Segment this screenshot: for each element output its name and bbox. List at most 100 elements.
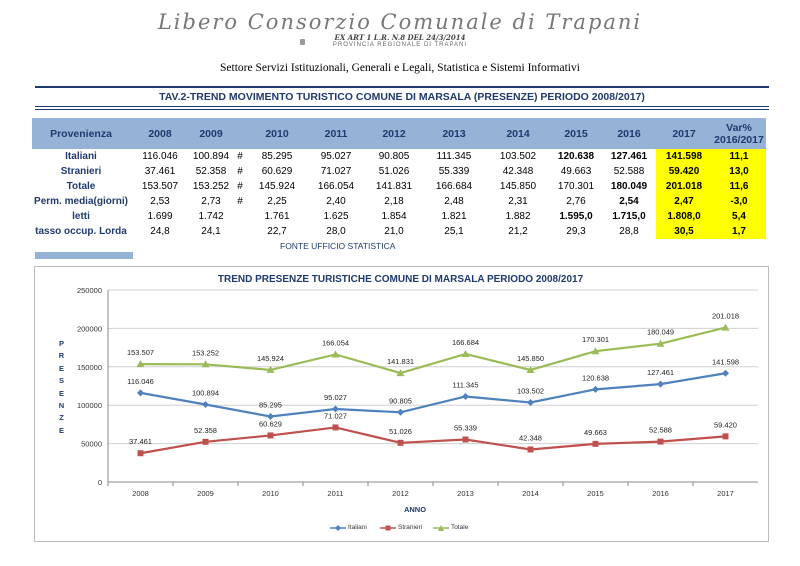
table-cell: 145.924: [258, 181, 296, 192]
table-cell: 5,4: [712, 209, 766, 224]
table-cell: 2,73: [201, 196, 221, 207]
x-tick-label: 2013: [457, 489, 474, 498]
data-label: 60.629: [259, 419, 282, 428]
table-cell: 1.882: [505, 211, 531, 222]
legend-stranieri: Stranieri: [380, 524, 422, 531]
table-cell: 71.027: [320, 166, 352, 177]
table-cell: 1.625: [323, 211, 349, 222]
data-point: [721, 323, 730, 331]
table-title: TAV.2-TREND MOVIMENTO TURISTICO COMUNE D…: [159, 91, 645, 103]
data-point: [657, 380, 664, 388]
table-cell: 127.461: [610, 151, 648, 162]
column-header-var: Var% 2016/2017: [712, 118, 766, 149]
table-header-row: Provenienza 2008 2009 2010 2011 2012 201…: [32, 118, 766, 149]
data-label: 95.027: [324, 393, 347, 402]
column-header: [232, 118, 248, 149]
title-rule-2: [35, 109, 769, 110]
table-cell: 116.046: [142, 151, 178, 162]
fonte-note: FONTE UFFICIO STATISTICA: [280, 241, 396, 251]
table-row-letti: letti 1.699 1.742 1.761 1.625 1.854 1.821 1.882…: [32, 209, 766, 224]
column-header: 2013: [422, 118, 486, 149]
table-cell: 180.049: [610, 181, 648, 192]
table-cell: 21,0: [384, 226, 404, 237]
data-label: 153.252: [192, 348, 219, 357]
table-cell: 1.821: [441, 211, 467, 222]
data-point: [332, 424, 339, 431]
data-point: [592, 385, 599, 393]
table-cell: 2,76: [566, 196, 586, 207]
legend-italiani: Italiani: [330, 524, 367, 531]
table-cell: 2,40: [326, 196, 346, 207]
table-cell: 24,8: [150, 226, 170, 237]
data-label: 170.301: [582, 335, 609, 344]
row-label: letti: [72, 211, 90, 222]
legend-italiani-icon: [330, 524, 346, 531]
row-label: Totale: [66, 181, 96, 192]
table-cell: 2,31: [508, 196, 528, 207]
row-label: Stranieri: [60, 166, 102, 177]
table-cell: 2,48: [444, 196, 464, 207]
table-cell: 37.461: [144, 166, 176, 177]
data-label: 166.054: [322, 338, 349, 347]
table-cell: 141.598: [656, 149, 712, 164]
table-cell: 30,5: [656, 224, 712, 239]
table-cell: 1.699: [147, 211, 173, 222]
data-point: [592, 440, 599, 447]
table-cell: #: [237, 181, 243, 192]
data-label: 103.502: [517, 387, 544, 396]
table-cell: 55.339: [438, 166, 470, 177]
legend-label: Stranieri: [398, 524, 423, 531]
data-point: [397, 408, 404, 416]
data-label: 55.339: [454, 423, 477, 432]
table-cell: 1.761: [264, 211, 290, 222]
data-label: 201.018: [712, 312, 739, 321]
data-point: [527, 399, 534, 407]
y-tick-label: 50000: [81, 440, 102, 449]
data-label: 52.358: [194, 426, 217, 435]
data-label: 85.295: [259, 400, 282, 409]
table-cell: 11,1: [712, 149, 766, 164]
table-cell: 1.715,0: [612, 211, 646, 222]
table-cell: 2,54: [619, 196, 639, 207]
data-label: 141.831: [387, 357, 414, 366]
table-cell: -3,0: [712, 194, 766, 209]
legend-label: Totale: [451, 524, 469, 531]
column-header: 2017: [656, 118, 712, 149]
data-label: 49.663: [584, 428, 607, 437]
y-tick-label: 100000: [77, 401, 102, 410]
top-rule: [35, 86, 769, 88]
data-point: [462, 436, 469, 443]
series-line-stranieri: [140, 426, 726, 455]
table-cell: 166.684: [435, 181, 473, 192]
table-cell: 2,25: [267, 196, 287, 207]
data-label: 116.046: [127, 377, 154, 386]
table-row-italiani: Italiani 116.046 100.894 #85.295 95.027 90.80…: [32, 149, 766, 164]
table-cell: #: [237, 196, 243, 207]
data-label: 145.850: [517, 354, 544, 363]
table-cell: 85.295: [261, 151, 293, 162]
table-cell: 13,0: [712, 164, 766, 179]
data-point: [527, 446, 534, 453]
data-point: [267, 432, 274, 439]
table-cell: 170.301: [557, 181, 595, 192]
data-label: 127.461: [647, 368, 674, 377]
row-label: Perm. media(giorni): [34, 196, 128, 207]
data-point: [202, 401, 209, 409]
table-cell: 49.663: [560, 166, 592, 177]
table-cell: 42.348: [502, 166, 534, 177]
data-point: [461, 349, 470, 357]
table-cell: 11,6: [712, 179, 766, 194]
data-point: [722, 433, 729, 440]
data-point: [136, 360, 145, 368]
tourism-table: Provenienza 2008 2009 2010 2011 2012 201…: [32, 118, 766, 239]
table-cell: 201.018: [656, 179, 712, 194]
header-script-title: Libero Consorzio Comunale di Trapani: [157, 10, 643, 34]
table-cell: #: [237, 166, 243, 177]
x-tick-label: 2017: [717, 489, 734, 498]
data-point: [137, 450, 144, 457]
x-tick-label: 2014: [522, 489, 539, 498]
header-subtitle-law: EX ART 1 L.R. N.8 DEL 24/3/2014: [334, 33, 466, 42]
table-cell: 24,1: [201, 226, 221, 237]
data-point: [201, 360, 210, 368]
